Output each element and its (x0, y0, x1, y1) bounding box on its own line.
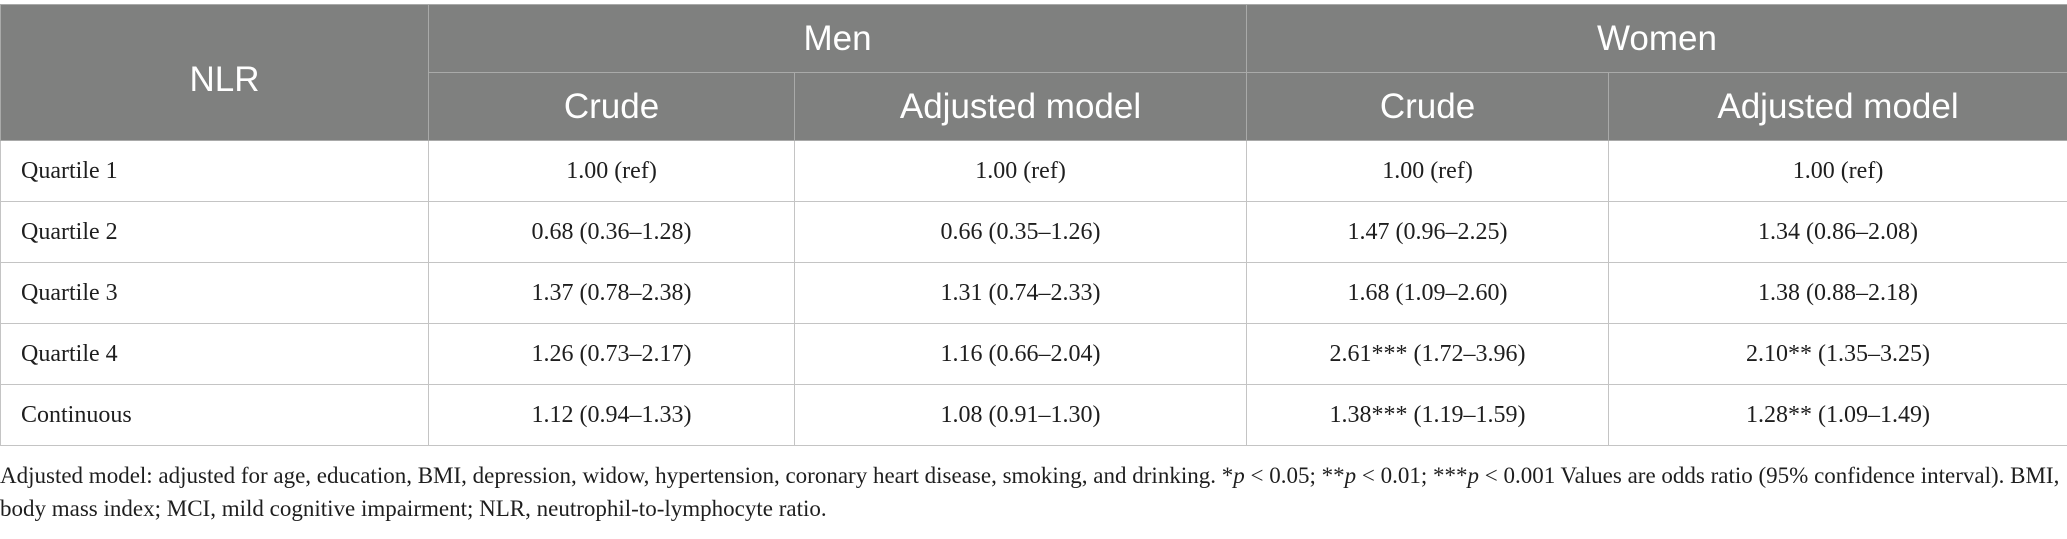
header-men-adjusted: Adjusted model (794, 72, 1247, 141)
results-table-container: NLR Men Women Crude Adjusted model Crude… (0, 4, 2067, 446)
header-group-men: Men (428, 4, 1247, 73)
cell-men-adjusted: 1.00 (ref) (794, 140, 1247, 202)
cell-women-crude: 1.00 (ref) (1246, 140, 1609, 202)
footnote-p-symbol: p (1233, 463, 1245, 488)
header-nlr: NLR (0, 4, 429, 141)
table-row: Quartile 4 1.26 (0.73–2.17) 1.16 (0.66–2… (0, 323, 2067, 385)
table-header: NLR Men Women Crude Adjusted model Crude… (0, 4, 2067, 141)
footnote-text: < 0.05; ** (1244, 463, 1345, 488)
header-men-crude: Crude (428, 72, 795, 141)
cell-men-adjusted: 1.31 (0.74–2.33) (794, 262, 1247, 324)
cell-women-crude: 2.61*** (1.72–3.96) (1246, 323, 1609, 385)
row-label: Continuous (0, 384, 429, 446)
row-label: Quartile 1 (0, 140, 429, 202)
footnote-text: < 0.01; *** (1356, 463, 1468, 488)
cell-men-adjusted: 1.08 (0.91–1.30) (794, 384, 1247, 446)
cell-women-adjusted: 2.10** (1.35–3.25) (1608, 323, 2067, 385)
row-label: Quartile 3 (0, 262, 429, 324)
cell-men-crude: 1.00 (ref) (428, 140, 795, 202)
cell-women-adjusted: 1.34 (0.86–2.08) (1608, 201, 2067, 263)
cell-men-adjusted: 1.16 (0.66–2.04) (794, 323, 1247, 385)
cell-women-crude: 1.47 (0.96–2.25) (1246, 201, 1609, 263)
header-group-women: Women (1246, 4, 2067, 73)
table-row: Continuous 1.12 (0.94–1.33) 1.08 (0.91–1… (0, 384, 2067, 446)
cell-men-crude: 1.26 (0.73–2.17) (428, 323, 795, 385)
cell-women-adjusted: 1.28** (1.09–1.49) (1608, 384, 2067, 446)
table-row: Quartile 3 1.37 (0.78–2.38) 1.31 (0.74–2… (0, 262, 2067, 324)
footnote-p-symbol: p (1344, 463, 1357, 488)
table-footnote: Adjusted model: adjusted for age, educat… (0, 459, 2060, 525)
cell-women-adjusted: 1.00 (ref) (1608, 140, 2067, 202)
header-group-row: NLR Men Women (0, 4, 2067, 141)
cell-women-adjusted: 1.38 (0.88–2.18) (1608, 262, 2067, 324)
cell-men-crude: 1.37 (0.78–2.38) (428, 262, 795, 324)
row-label: Quartile 2 (0, 201, 429, 263)
header-women-adjusted: Adjusted model (1608, 72, 2067, 141)
cell-men-crude: 0.68 (0.36–1.28) (428, 201, 795, 263)
results-table: NLR Men Women Crude Adjusted model Crude… (0, 4, 2067, 446)
header-women-crude: Crude (1246, 72, 1609, 141)
table-row: Quartile 1 1.00 (ref) 1.00 (ref) 1.00 (r… (0, 140, 2067, 202)
table-body: Quartile 1 1.00 (ref) 1.00 (ref) 1.00 (r… (0, 140, 2067, 446)
footnote-p-symbol: p (1467, 463, 1479, 488)
row-label: Quartile 4 (0, 323, 429, 385)
header-sub-row: Crude Adjusted model Crude Adjusted mode… (1, 72, 2067, 141)
cell-men-adjusted: 0.66 (0.35–1.26) (794, 201, 1247, 263)
footnote-text: Adjusted model: adjusted for age, educat… (0, 463, 1234, 488)
cell-men-crude: 1.12 (0.94–1.33) (428, 384, 795, 446)
cell-women-crude: 1.38*** (1.19–1.59) (1246, 384, 1609, 446)
cell-women-crude: 1.68 (1.09–2.60) (1246, 262, 1609, 324)
footnote-text: < 0.001 Values are odds ratio (95% confi… (0, 463, 2060, 521)
table-row: Quartile 2 0.68 (0.36–1.28) 0.66 (0.35–1… (0, 201, 2067, 263)
